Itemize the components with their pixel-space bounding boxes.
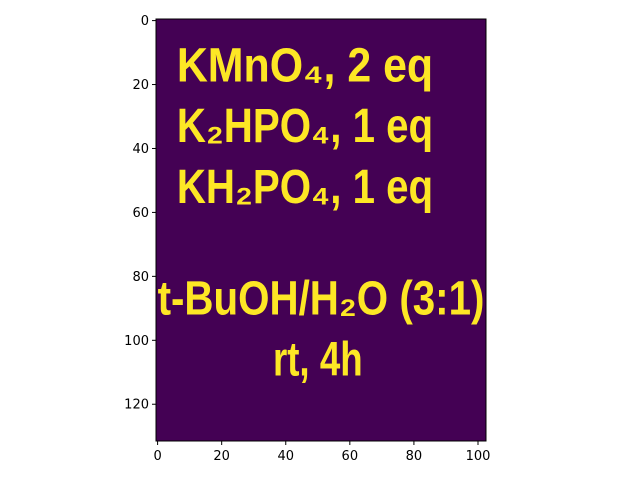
y-tick-label: 20 xyxy=(132,78,149,93)
image-text-line: K₂HPO₄, 1 eq xyxy=(177,100,433,153)
x-tick-label: 80 xyxy=(406,449,423,464)
image-text-line: KMnO₄, 2 eq xyxy=(177,39,433,92)
x-tick-label: 40 xyxy=(277,449,294,464)
x-tick-label: 60 xyxy=(342,449,359,464)
y-tick-label: 60 xyxy=(132,206,149,221)
x-axis: 0 20 40 60 80 100 xyxy=(153,441,490,464)
axes-frame xyxy=(155,18,487,442)
x-tick-label: 0 xyxy=(153,449,161,464)
y-tick-label: 120 xyxy=(124,398,149,413)
y-axis: 0 20 40 60 80 100 120 xyxy=(124,14,156,413)
y-tick-label: 80 xyxy=(132,270,149,285)
y-tick-label: 100 xyxy=(124,334,149,349)
image-area xyxy=(156,19,486,441)
image-text-layer: KMnO₄, 2 eq K₂HPO₄, 1 eq KH₂PO₄, 1 eq t-BuO… xyxy=(158,39,485,386)
y-tick-label: 40 xyxy=(132,142,149,157)
image-text-line: t-BuOH/H₂O (3:1) xyxy=(158,273,485,326)
y-tick-label: 0 xyxy=(141,14,149,29)
x-tick-label: 20 xyxy=(213,449,230,464)
image-text-line: KH₂PO₄, 1 eq xyxy=(177,161,433,214)
x-tick-label: 100 xyxy=(466,449,491,464)
image-text-line: rt, 4h xyxy=(273,333,363,386)
